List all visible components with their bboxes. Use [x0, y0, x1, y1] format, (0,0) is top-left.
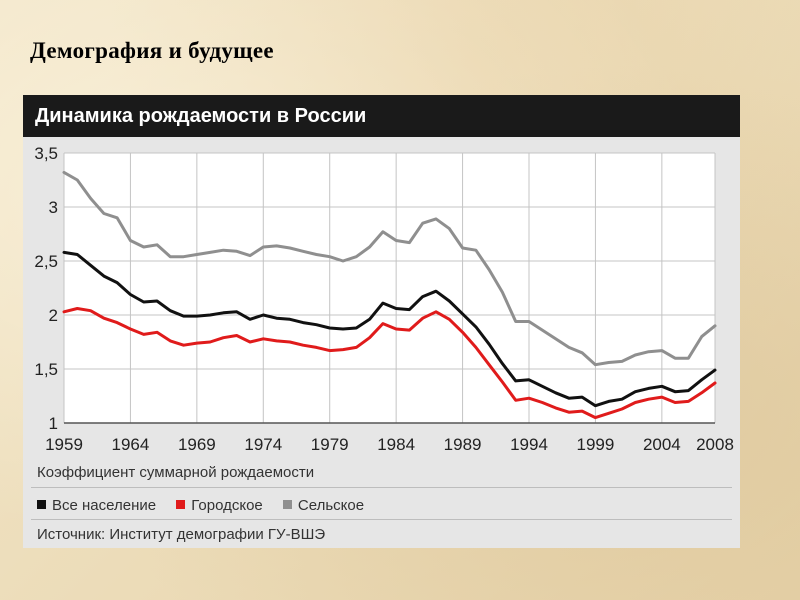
- x-tick-label: 1989: [444, 435, 482, 454]
- legend-label-urban: Городское: [191, 496, 263, 514]
- series-line-urban: [62, 307, 717, 420]
- plot-area: [64, 153, 715, 423]
- x-tick-label: 1974: [244, 435, 282, 454]
- y-tick-label: 3: [49, 198, 58, 217]
- divider-bottom: [31, 519, 732, 520]
- slide-title: Демография и будущее: [30, 38, 274, 63]
- source-note: Источник: Институт демографии ГУ-ВШЭ: [37, 526, 326, 543]
- divider-top: [31, 487, 732, 488]
- series-line-total: [62, 250, 717, 408]
- chart-panel: Динамика рождаемости в России 1 1,5 2 2,5 3 3…: [23, 95, 740, 548]
- y-tick-label: 2: [49, 306, 58, 325]
- legend-item-urban: Городское: [176, 496, 263, 514]
- legend-label-total: Все население: [52, 496, 157, 514]
- legend-label-rural: Сельское: [297, 496, 365, 514]
- x-tick-label: 1999: [577, 435, 615, 454]
- y-tick-label: 3,5: [34, 144, 58, 163]
- legend-item-total: Все население: [37, 497, 156, 514]
- y-tick-label: 1,5: [34, 360, 58, 379]
- y-tick-label: 1: [49, 414, 58, 433]
- chart-plot: 1 1,5 2 2,5 3 3,5 1959 1964 1969 1974 1979 1984 1989…: [34, 144, 734, 454]
- series-line-rural: [62, 170, 717, 367]
- chart-legend: Все население Городское Сельское: [37, 496, 380, 516]
- x-tick-label: 1979: [311, 435, 349, 454]
- legend-swatch-urban: [176, 500, 186, 510]
- legend-item-rural: Сельское: [282, 496, 365, 514]
- y-tick-label: 2,5: [34, 252, 58, 271]
- x-tick-label: 1969: [178, 435, 216, 454]
- legend-swatch-total: [37, 500, 46, 510]
- x-tick-label: 2004: [643, 435, 681, 454]
- x-tick-label: 1994: [510, 435, 548, 454]
- x-tick-label: 1959: [45, 435, 83, 454]
- legend-swatch-rural: [282, 500, 292, 510]
- x-tick-label: 1984: [377, 435, 415, 454]
- x-tick-label: 2008: [696, 435, 734, 454]
- x-tick-label: 1964: [112, 435, 150, 454]
- chart-header-bar: Динамика рождаемости в России: [23, 95, 740, 137]
- chart-title: Динамика рождаемости в России: [35, 105, 367, 127]
- y-axis-label: Коэффициент суммарной рождаемости: [37, 464, 315, 481]
